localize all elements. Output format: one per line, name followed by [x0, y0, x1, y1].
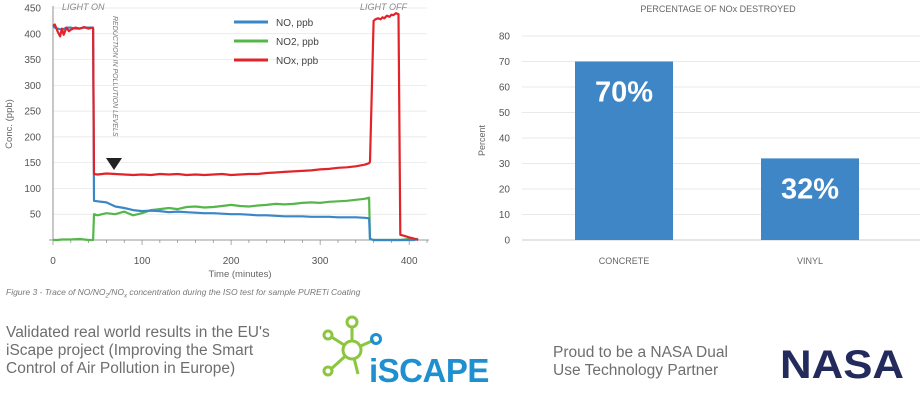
line-chart-x-ticks: 0 100 200 300 400 [50, 256, 418, 267]
line-chart-x-tick: 200 [223, 256, 240, 267]
line-chart-y-tick: 150 [24, 158, 41, 169]
line-chart-x-tick: 300 [312, 256, 329, 267]
iscape-validation-text: Validated real world results in the EU's… [6, 324, 270, 377]
line-chart-x-axis-label: Time (minutes) [209, 269, 272, 280]
bar-chart-y-tick: 20 [499, 185, 511, 196]
bar-chart-x-tick: CONCRETE [599, 256, 650, 266]
caption-sub-x: x [123, 293, 127, 300]
bar-chart-x-tick: VINYL [797, 256, 823, 266]
legend-label: NO2, ppb [276, 37, 319, 48]
caption-suffix: concentration during the ISO test for sa… [126, 287, 361, 297]
series-no2-line [53, 196, 419, 242]
line-chart: 50 100 150 200 250 300 350 400 450 0 100 200 300 400… [4, 2, 429, 280]
line-chart-y-ticks: 50 100 150 200 250 300 350 400 450 [24, 4, 41, 221]
bar-chart-y-axis-label: Percent [477, 124, 487, 156]
nasa-logo: NASA [780, 344, 904, 384]
line-chart-y-tick: 450 [24, 4, 41, 15]
bar-chart-y-tick: 50 [499, 108, 511, 119]
reduction-arrow-icon [106, 158, 122, 170]
iscape-network-icon [322, 315, 382, 377]
caption-mid: /NO [108, 287, 124, 297]
bar-chart-title: PERCENTAGE OF NOx DESTROYED [640, 4, 796, 14]
bar-chart-y-tick: 30 [499, 159, 511, 170]
line-chart-series [52, 12, 419, 242]
bar-value-label: 70% [595, 77, 653, 109]
line-chart-y-tick: 300 [24, 81, 41, 92]
series-no-line [52, 25, 419, 242]
line-chart-x-tick: 0 [50, 256, 56, 267]
series-nox-line [52, 12, 419, 242]
line-chart-y-tick: 200 [24, 132, 41, 143]
line-chart-x-tick: 400 [401, 256, 418, 267]
bar-chart-y-tick: 60 [499, 83, 511, 94]
bar-chart-y-tick: 10 [499, 210, 511, 221]
line-chart-y-tick: 100 [24, 184, 41, 195]
line-chart-x-tick: 100 [134, 256, 151, 267]
iscape-logo-text: iSCAPE [369, 352, 489, 389]
caption-prefix: Figure 3 - Trace of NO/NO [6, 287, 106, 297]
bar-value-label: 32% [781, 173, 839, 205]
line-chart-legend: NO, ppb NO2, ppb NOx, ppb [234, 18, 319, 67]
line-chart-y-tick: 400 [24, 29, 41, 40]
bar-chart-y-tick: 80 [499, 32, 511, 43]
nasa-logo-text: NASA [780, 344, 904, 384]
bar-concrete [575, 61, 673, 240]
figure-caption: Figure 3 - Trace of NO/NO2/NOx concentra… [6, 287, 360, 300]
reduction-annotation: REDUCTION IN POLLUTION LEVELS [111, 16, 118, 137]
line-chart-y-tick: 50 [30, 210, 42, 221]
bar-vinyl [761, 158, 859, 240]
line-chart-y-axis-label: Conc. (ppb) [4, 99, 15, 149]
bar-chart-x-ticks: CONCRETE VINYL [599, 256, 823, 266]
bar-chart-bars: 70% 32% [575, 61, 859, 240]
caption-sub-2: 2 [105, 293, 109, 300]
legend-label: NOx, ppb [276, 56, 319, 67]
light-on-annotation: LIGHT ON [62, 2, 105, 12]
bar-chart-y-tick: 70 [499, 57, 511, 68]
bar-chart: PERCENTAGE OF NOx DESTROYED 0 10 20 30 40 50 6… [477, 4, 920, 266]
legend-label: NO, ppb [276, 18, 314, 29]
bar-chart-y-ticks: 0 10 20 30 40 50 60 70 80 [499, 32, 511, 247]
line-chart-y-tick: 350 [24, 55, 41, 66]
bar-chart-y-tick: 40 [499, 134, 511, 145]
nasa-partner-text: Proud to be a NASA Dual Use Technology P… [553, 344, 728, 379]
light-off-annotation: LIGHT OFF [360, 2, 408, 12]
bar-chart-y-tick: 0 [504, 236, 510, 247]
line-chart-y-tick: 250 [24, 107, 41, 118]
